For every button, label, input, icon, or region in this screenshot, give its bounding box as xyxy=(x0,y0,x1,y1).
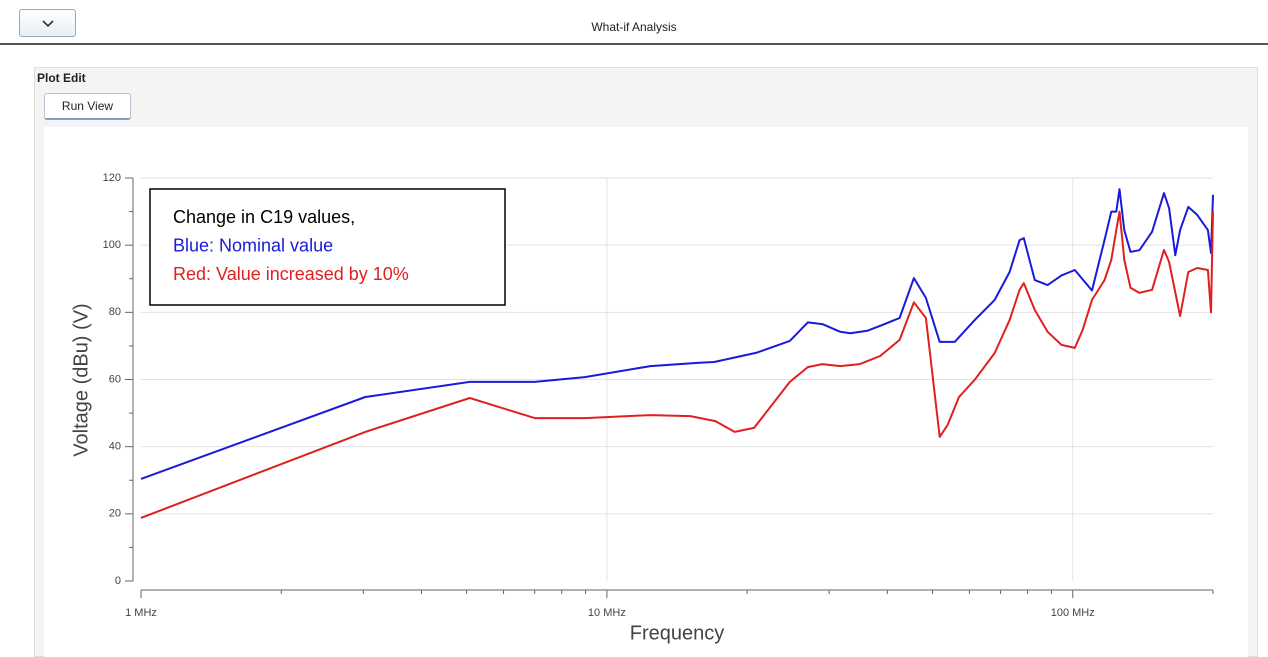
x-axis-label: Frequency xyxy=(630,622,725,644)
dropdown-button[interactable] xyxy=(19,9,76,37)
y-axis-label: Voltage (dBu) (V) xyxy=(70,303,92,456)
annotation-text: Red: Value increased by 10% xyxy=(173,264,409,284)
annotation-text: Blue: Nominal value xyxy=(173,235,333,255)
panel-title: Plot Edit xyxy=(37,71,86,85)
y-tick-label: 20 xyxy=(109,508,121,520)
y-tick-label: 100 xyxy=(103,239,121,251)
header-rule xyxy=(0,43,1268,45)
annotation-box xyxy=(149,188,506,306)
y-tick-label: 40 xyxy=(109,441,121,453)
x-tick-label: 10 MHz xyxy=(588,607,626,619)
window-title: What-if Analysis xyxy=(591,20,677,34)
y-tick-label: 0 xyxy=(115,575,121,587)
run-view-button[interactable]: Run View xyxy=(44,93,131,120)
series-line xyxy=(140,188,1214,480)
y-tick-label: 60 xyxy=(109,373,121,385)
chevron-icon xyxy=(42,20,54,28)
y-tick-label: 80 xyxy=(109,306,121,318)
x-tick-label: 100 MHz xyxy=(1051,607,1095,619)
x-tick-label: 1 MHz xyxy=(125,607,157,619)
annotation-text: Change in C19 values, xyxy=(173,207,355,227)
y-tick-label: 120 xyxy=(103,172,121,184)
series-line xyxy=(140,210,1214,519)
